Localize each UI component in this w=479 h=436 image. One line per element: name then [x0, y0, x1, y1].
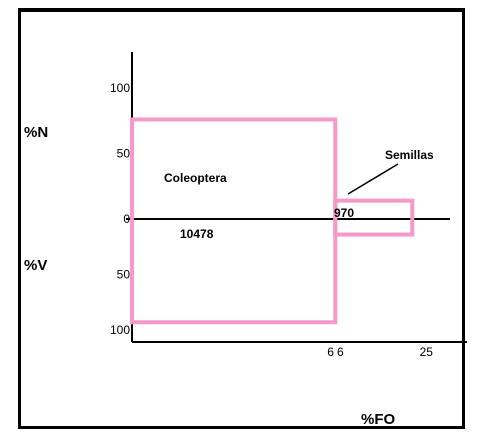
x-tick-25: 25 — [420, 345, 434, 359]
semillas-label: Semillas — [385, 148, 434, 162]
coleoptera-label: Coleoptera — [164, 171, 227, 185]
coleoptera-box — [130, 117, 338, 325]
semillas-count: 970 — [334, 206, 354, 220]
y-tick-n-50: 50 — [117, 147, 131, 161]
y-tick-v-50: 50 — [117, 268, 131, 282]
y-tick-zero: 0 — [123, 212, 130, 226]
coleoptera-count: 10478 — [180, 227, 214, 241]
y-tick-n-100: 100 — [110, 81, 130, 95]
axis-title-v: %V — [24, 257, 47, 274]
y-tick-v-100: 100 — [110, 323, 130, 337]
axis-title-n: %N — [24, 124, 48, 141]
axis-title-fo: %FO — [361, 411, 396, 428]
semillas-box — [333, 198, 415, 237]
x-tick-66: 66 — [327, 345, 346, 359]
semillas-leader-line — [347, 163, 399, 195]
chart-frame — [18, 8, 465, 429]
